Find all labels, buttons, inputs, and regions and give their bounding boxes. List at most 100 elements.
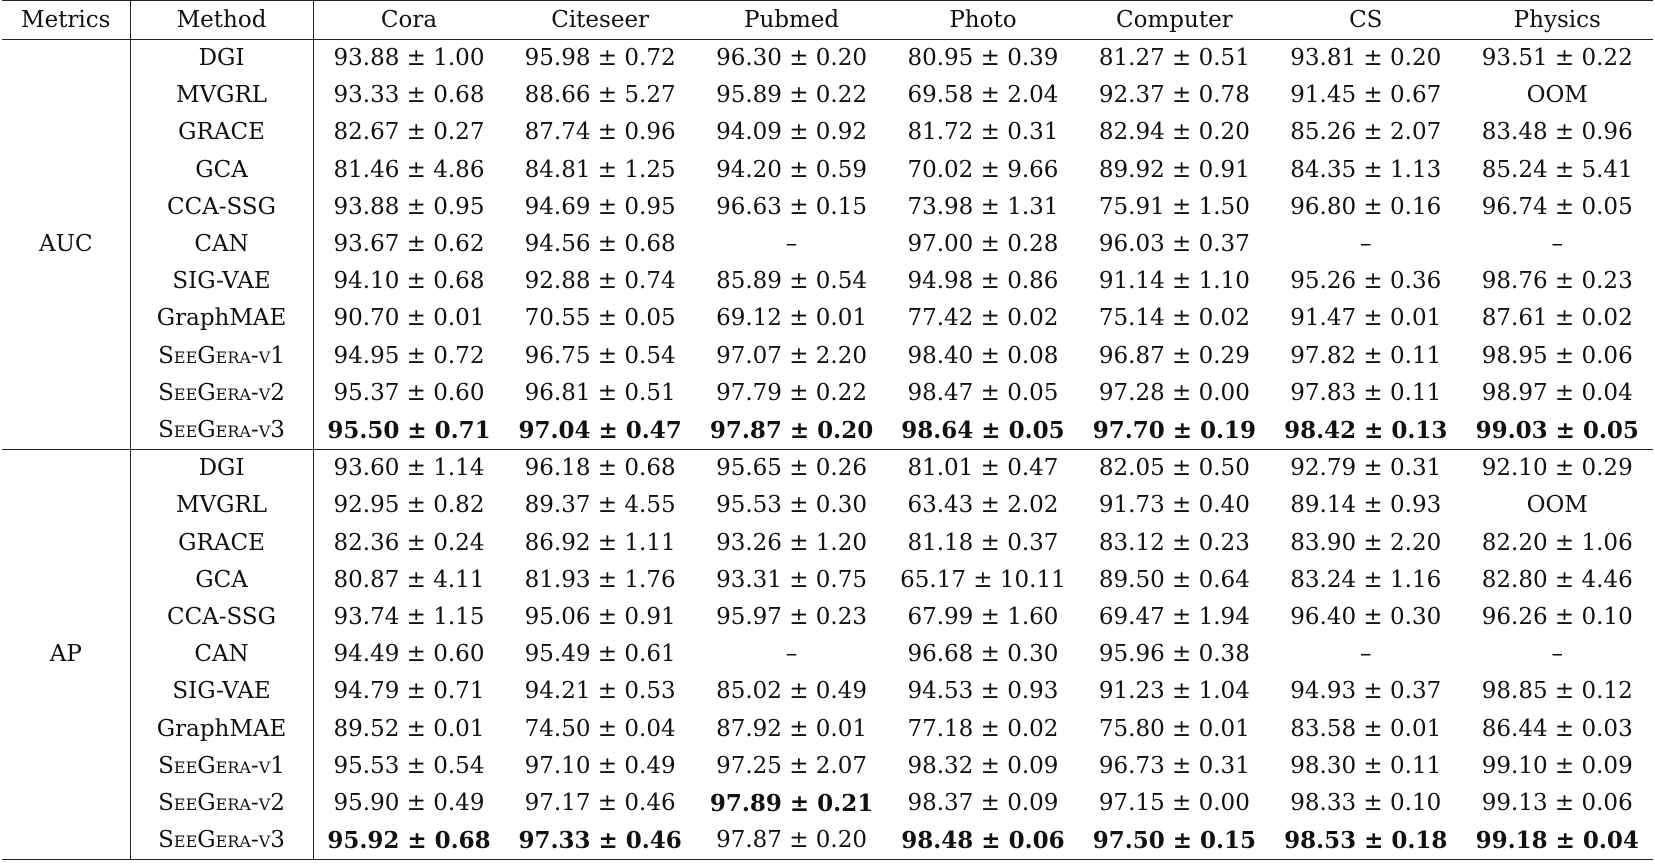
value-cell: 82.20 ± 1.06 — [1481, 529, 1633, 556]
method-label: SeeGera-v2 — [158, 790, 285, 817]
value-cell: 94.21 ± 0.53 — [524, 678, 676, 705]
value-cell: 83.12 ± 0.23 — [1098, 529, 1250, 556]
value-cell: 69.58 ± 2.04 — [907, 82, 1059, 109]
value-cell: 97.87 ± 0.20 — [709, 417, 874, 445]
value-cell: 98.33 ± 0.10 — [1290, 790, 1442, 817]
method-label: CCA-SSG — [166, 193, 277, 220]
value-cell: – — [1360, 641, 1372, 668]
table-row: CAN 93.67 ± 0.62 94.56 ± 0.68 – 97.00 ± 0.28… — [2, 226, 1653, 264]
value-cell: – — [1551, 231, 1563, 258]
value-cell: 94.98 ± 0.86 — [907, 268, 1059, 295]
value-cell: 97.17 ± 0.46 — [524, 790, 676, 817]
value-cell: 99.13 ± 0.06 — [1481, 790, 1633, 817]
value-cell: – — [785, 231, 798, 258]
table-row: AP DGI 93.60 ± 1.14 96.18 ± 0.68 95.65 ± 0.2… — [2, 449, 1653, 860]
method-name: GraphMAE — [130, 300, 314, 338]
value-cell: 84.35 ± 1.13 — [1290, 156, 1442, 183]
header-pubmed: Pubmed — [743, 7, 840, 33]
method-name: SIG-VAE — [130, 263, 314, 301]
value-cell: 97.50 ± 0.15 — [1092, 827, 1257, 855]
value-cell: 97.04 ± 0.47 — [518, 417, 682, 445]
value-cell: 96.80 ± 0.16 — [1290, 193, 1442, 220]
method-label: SeeGera-v1 — [158, 342, 285, 369]
table-row: GraphMAE 89.52 ± 0.01 74.50 ± 0.04 87.92 ± … — [2, 710, 1653, 748]
table-row: CAN 94.49 ± 0.60 95.49 ± 0.61 – 96.68 ± 0.30… — [2, 636, 1653, 674]
method-name: SeeGera-v2 — [130, 785, 314, 823]
table-row: SeeGera-v2 95.90 ± 0.49 97.17 ± 0.46 97.89 … — [2, 785, 1653, 823]
method-label: MVGRL — [175, 492, 268, 519]
value-cell: OOM — [1526, 82, 1588, 109]
method-label: SeeGera-v1 — [158, 752, 285, 779]
table-row: GRACE 82.36 ± 0.24 86.92 ± 1.11 93.26 ± 1.2… — [2, 524, 1653, 562]
value-cell: 94.79 ± 0.71 — [333, 678, 485, 705]
value-cell: 98.64 ± 0.05 — [901, 417, 1065, 445]
method-name: CCA-SSG — [130, 599, 314, 637]
value-cell: 82.05 ± 0.50 — [1098, 455, 1250, 482]
value-cell: 93.81 ± 0.20 — [1290, 45, 1442, 71]
table-row: SIG-VAE 94.79 ± 0.71 94.21 ± 0.53 85.02 ± 0… — [2, 673, 1653, 711]
method-name: GRACE — [130, 114, 314, 152]
value-cell: 98.76 ± 0.23 — [1481, 268, 1633, 295]
value-cell: 95.65 ± 0.26 — [716, 455, 868, 482]
value-cell: 96.18 ± 0.68 — [524, 455, 676, 482]
value-cell: 70.02 ± 9.66 — [907, 156, 1059, 183]
value-cell: 90.70 ± 0.01 — [333, 305, 485, 332]
method-name: GRACE — [130, 524, 314, 562]
value-cell: 95.97 ± 0.23 — [716, 604, 868, 631]
value-cell: 93.88 ± 0.95 — [333, 193, 485, 220]
table-row: GCA 81.46 ± 4.86 84.81 ± 1.25 94.20 ± 0.59 7… — [2, 151, 1653, 189]
value-cell: 95.26 ± 0.36 — [1290, 268, 1442, 295]
table-row: GCA 80.87 ± 4.11 81.93 ± 1.76 93.31 ± 0.75 6… — [2, 561, 1653, 600]
table-row: CCA-SSG 93.74 ± 1.15 95.06 ± 0.91 95.97 ± 0… — [2, 599, 1653, 637]
method-name: SeeGera-v3 — [130, 412, 314, 450]
value-cell: 83.24 ± 1.16 — [1290, 566, 1442, 593]
value-cell: 98.47 ± 0.05 — [907, 379, 1059, 406]
value-cell: 94.53 ± 0.93 — [907, 678, 1059, 705]
value-cell: 89.14 ± 0.93 — [1290, 492, 1442, 519]
metric-label: AUC — [2, 39, 131, 450]
value-cell: 88.66 ± 5.27 — [524, 82, 676, 109]
value-cell: 91.45 ± 0.67 — [1290, 82, 1442, 109]
table-row: AUC DGI 93.88 ± 1.00 95.98 ± 0.72 96.30 ± 0.… — [2, 39, 1653, 450]
method-label: CAN — [194, 641, 249, 668]
value-cell: 95.06 ± 0.91 — [524, 604, 676, 631]
table-row: GraphMAE 90.70 ± 0.01 70.55 ± 0.05 69.12 ± … — [2, 300, 1653, 338]
value-cell: 95.53 ± 0.30 — [716, 492, 868, 519]
metric-label: AP — [2, 449, 131, 860]
value-cell: 77.18 ± 0.02 — [907, 715, 1059, 742]
method-name: GCA — [130, 561, 314, 600]
value-cell: 87.74 ± 0.96 — [524, 119, 676, 146]
value-cell: 99.03 ± 0.05 — [1475, 417, 1639, 445]
value-cell: 74.50 ± 0.04 — [524, 715, 676, 742]
value-cell: 99.10 ± 0.09 — [1481, 752, 1633, 779]
value-cell: 92.79 ± 0.31 — [1290, 455, 1442, 482]
value-cell: 81.72 ± 0.31 — [907, 119, 1059, 146]
method-name: CAN — [130, 226, 314, 264]
value-cell: 87.61 ± 0.02 — [1481, 305, 1633, 332]
table-row: GRACE 82.67 ± 0.27 87.74 ± 0.96 94.09 ± 0.9… — [2, 114, 1653, 152]
value-cell: 85.02 ± 0.49 — [716, 678, 868, 705]
value-cell: 81.93 ± 1.76 — [524, 566, 676, 593]
value-cell: 69.12 ± 0.01 — [716, 305, 868, 332]
value-cell: 93.26 ± 1.20 — [716, 529, 868, 556]
value-cell: 98.30 ± 0.11 — [1290, 752, 1442, 779]
method-label: DGI — [198, 455, 245, 482]
value-cell: 82.94 ± 0.20 — [1098, 119, 1250, 146]
method-label: GraphMAE — [156, 305, 287, 332]
value-cell: 96.03 ± 0.37 — [1098, 231, 1250, 258]
method-label: SeeGera-v3 — [158, 417, 285, 444]
value-cell: 89.52 ± 0.01 — [333, 715, 485, 742]
value-cell: 92.10 ± 0.29 — [1481, 455, 1633, 482]
value-cell: 96.63 ± 0.15 — [716, 193, 868, 220]
value-cell: 83.90 ± 2.20 — [1290, 529, 1442, 556]
value-cell: 80.87 ± 4.11 — [333, 566, 485, 593]
header-physics: Physics — [1513, 7, 1601, 33]
value-cell: – — [1360, 231, 1372, 258]
method-name: SeeGera-v1 — [130, 747, 314, 786]
metric-group-ap: AP DGI 93.60 ± 1.14 96.18 ± 0.68 95.65 ± 0.2… — [2, 449, 1653, 860]
table-row: SeeGera-v1 95.53 ± 0.54 97.10 ± 0.49 97.25 … — [2, 747, 1653, 786]
value-cell: 63.43 ± 2.02 — [907, 492, 1059, 519]
value-cell: 95.50 ± 0.71 — [327, 417, 491, 445]
value-cell: – — [1551, 641, 1563, 668]
